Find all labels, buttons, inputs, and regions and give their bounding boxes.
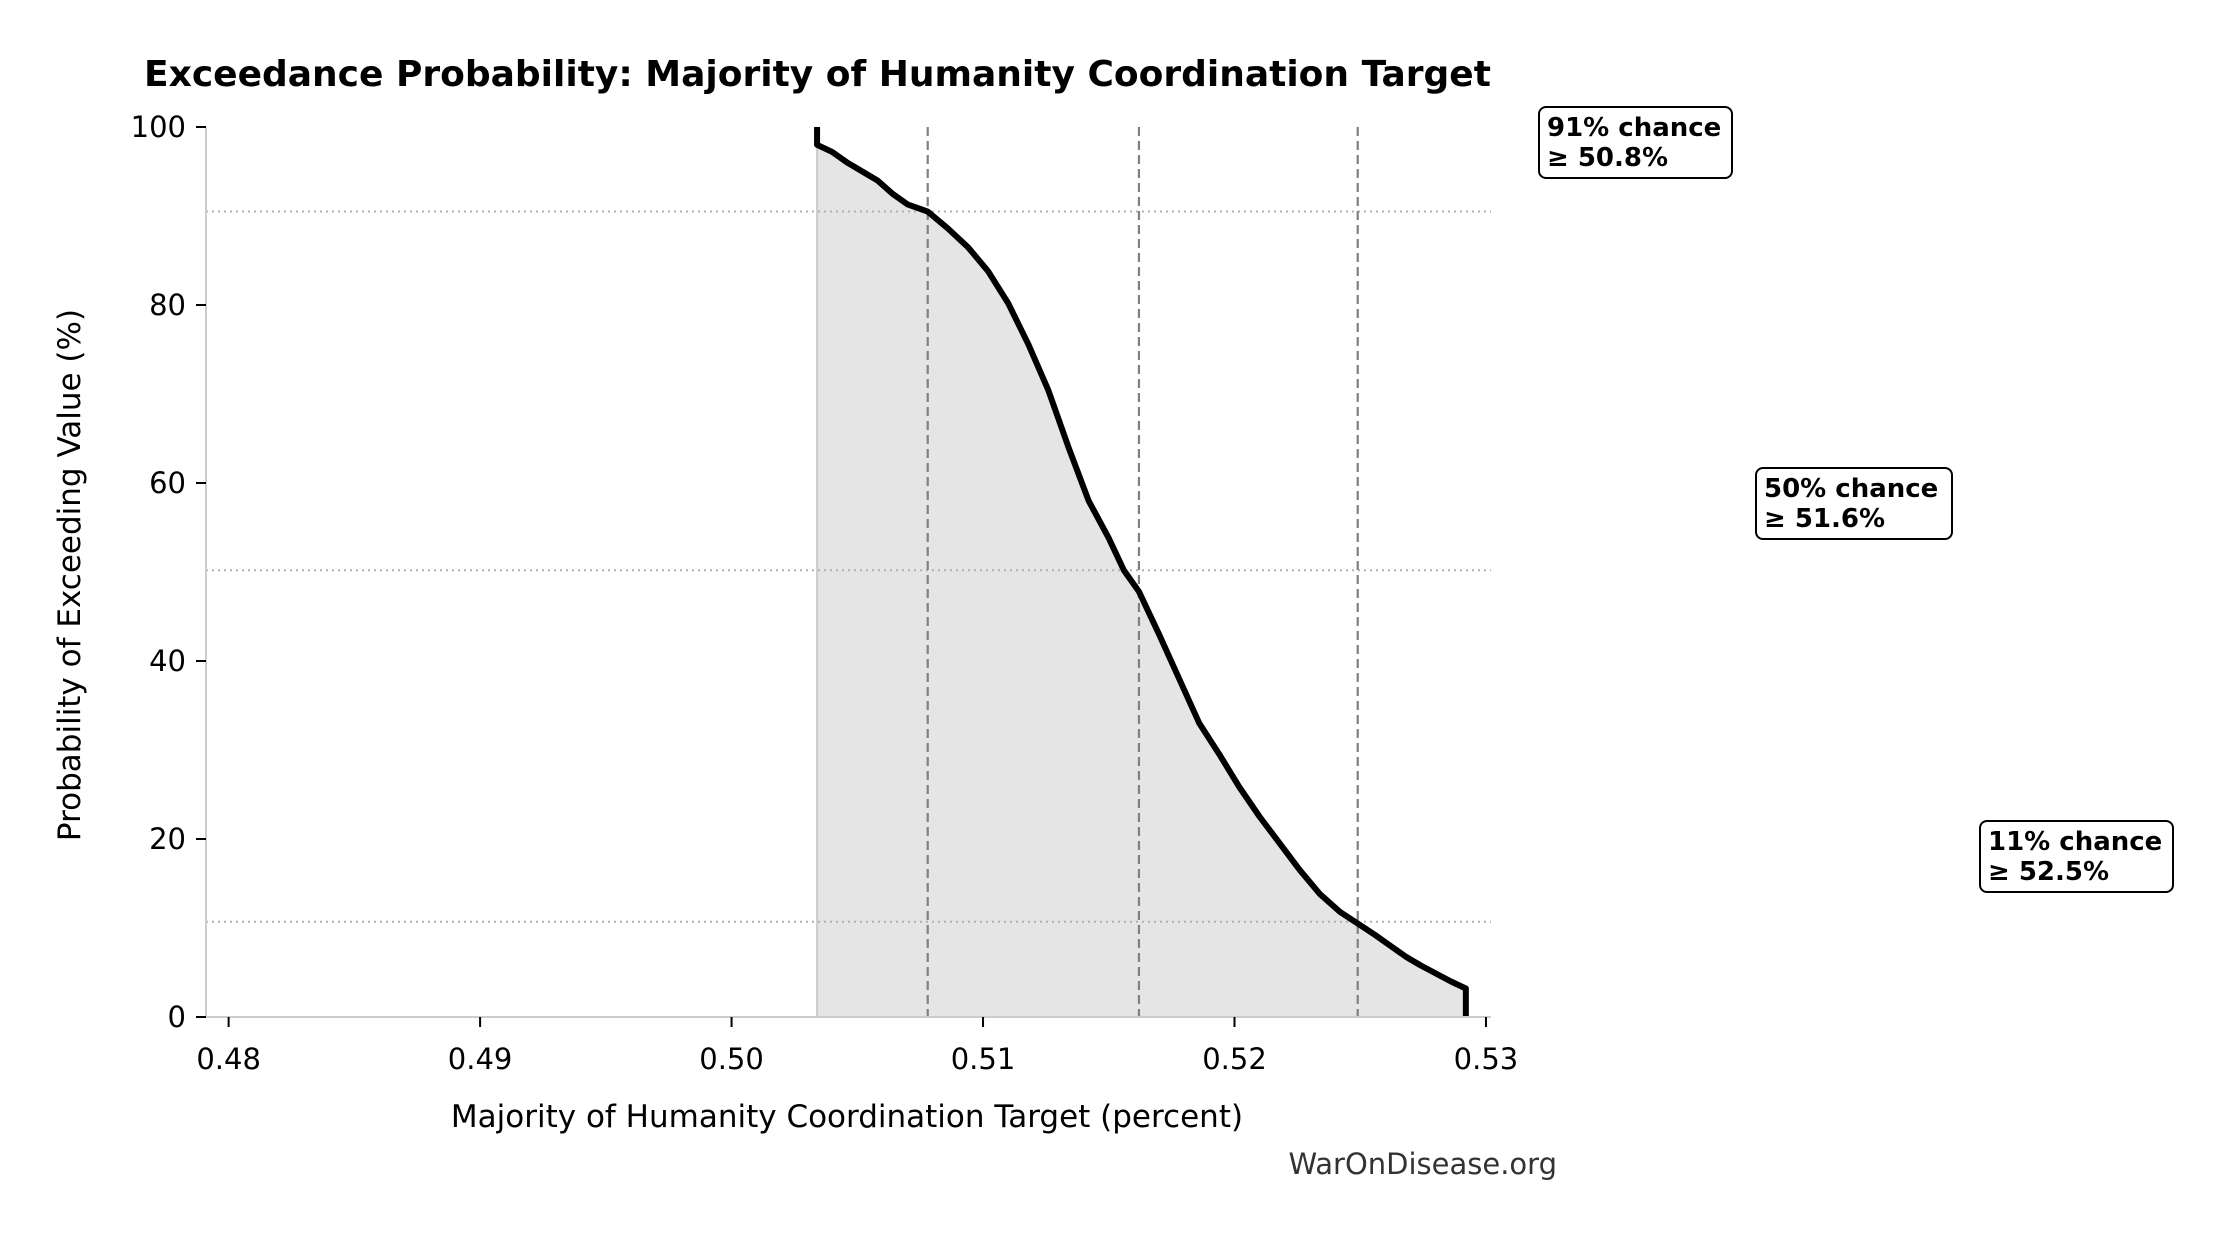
percentile-annotations: 91% chance≥ 50.8% 50% chance≥ 51.6% 11% ch… xyxy=(1538,106,2174,893)
x-axis-ticks: 0.48 0.49 0.50 0.51 0.52 0.53 xyxy=(196,1017,1518,1076)
y-axis-label: Probability of Exceeding Value (%) xyxy=(52,309,88,841)
annotation-frame xyxy=(1538,106,1733,179)
axes: 0.48 0.49 0.50 0.51 0.52 0.53 0 20 40 60 80 100 xyxy=(131,110,1519,1076)
annotation-probability: 11% chance xyxy=(1988,827,2162,857)
annotation-box-1: 50% chance≥ 51.6% xyxy=(1755,467,1953,540)
annotation-box-0: 91% chance≥ 50.8% xyxy=(1538,106,1733,179)
exceedance-curve xyxy=(814,127,1469,1017)
annotation-frame xyxy=(1979,820,2174,893)
x-tick-label: 0.50 xyxy=(699,1042,764,1076)
annotation-probability: 91% chance xyxy=(1547,113,1721,143)
y-tick-label: 100 xyxy=(131,110,186,144)
annotation-frame xyxy=(1755,467,1953,540)
watermark: WarOnDisease.org xyxy=(1288,1147,1557,1181)
x-tick-label: 0.49 xyxy=(448,1042,513,1076)
annotation-box-2: 11% chance≥ 52.5% xyxy=(1979,820,2174,893)
x-tick-label: 0.48 xyxy=(196,1042,261,1076)
exceedance-area-fill xyxy=(816,127,1467,1018)
y-tick-label: 60 xyxy=(149,466,186,500)
y-tick-label: 80 xyxy=(149,288,186,322)
y-tick-label: 40 xyxy=(149,644,186,678)
chart-title: Exceedance Probability: Majority of Huma… xyxy=(144,54,1491,95)
x-tick-label: 0.52 xyxy=(1202,1042,1267,1076)
x-tick-label: 0.53 xyxy=(1454,1042,1519,1076)
y-axis-ticks: 0 20 40 60 80 100 xyxy=(131,110,206,1034)
percentile-gridlines xyxy=(206,210,1491,923)
annotation-probability: 50% chance xyxy=(1764,474,1938,504)
percentile-markers xyxy=(926,127,1359,1017)
x-tick-label: 0.51 xyxy=(951,1042,1016,1076)
y-tick-label: 20 xyxy=(149,822,186,856)
y-tick-label: 0 xyxy=(168,1000,186,1034)
annotation-threshold: ≥ 50.8% xyxy=(1547,143,1668,173)
annotation-threshold: ≥ 51.6% xyxy=(1764,504,1885,534)
x-axis-label: Majority of Humanity Coordination Target… xyxy=(451,1099,1243,1135)
annotation-threshold: ≥ 52.5% xyxy=(1988,857,2109,887)
plot-area xyxy=(206,127,1491,1018)
